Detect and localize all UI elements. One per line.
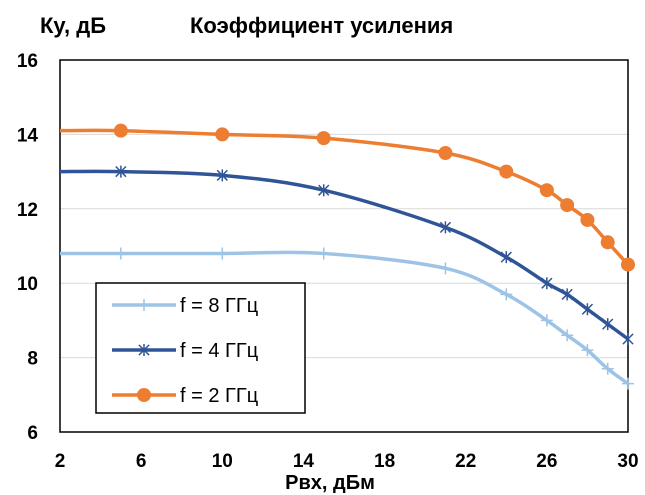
data-point: [215, 127, 230, 142]
data-point: [500, 251, 512, 264]
data-point: [216, 247, 229, 260]
plot-area-frame: [59, 59, 629, 433]
x-axis-ticks: 2 6 10 14 18 22 26 30: [55, 451, 639, 472]
y-axis-ticks: 6 8 10 12 14 16: [17, 51, 39, 444]
x-tick-label: 10: [212, 451, 233, 472]
x-tick-label: 22: [455, 451, 476, 472]
y-tick-label: 16: [17, 51, 38, 72]
y-tick-label: 10: [17, 274, 38, 295]
x-tick-label: 26: [536, 451, 557, 472]
x-tick-label: 18: [374, 451, 395, 472]
data-point: [622, 377, 634, 390]
y-tick-label: 14: [17, 125, 39, 146]
legend-label: f = 8 ГГц: [180, 295, 258, 317]
data-point: [580, 212, 595, 227]
data-point: [602, 318, 614, 331]
legend-marker: [137, 388, 151, 402]
data-point: [581, 344, 594, 357]
x-tick-label: 14: [293, 451, 315, 472]
series-2ghz: [59, 123, 635, 272]
data-point: [560, 198, 575, 213]
data-point: [115, 165, 127, 178]
data-point: [114, 247, 127, 260]
series-line: [59, 128, 630, 266]
data-point: [541, 277, 553, 290]
legend: f = 8 ГГц f = 4 ГГц f = 2 ГГц: [95, 282, 306, 414]
data-point: [561, 288, 573, 301]
legend-label: f = 4 ГГц: [180, 340, 258, 362]
data-point: [113, 123, 128, 138]
x-tick-label: 30: [617, 451, 638, 472]
data-point: [561, 329, 574, 342]
data-point: [316, 131, 331, 146]
data-point: [216, 169, 228, 182]
data-point: [438, 146, 453, 160]
data-point: [622, 333, 634, 345]
data-point: [540, 314, 553, 327]
data-point: [318, 184, 330, 197]
legend-label: f = 2 ГГц: [180, 385, 258, 407]
y-tick-label: 6: [27, 423, 38, 444]
data-point: [439, 221, 452, 234]
x-tick-label: 2: [55, 451, 66, 472]
data-point: [600, 235, 615, 250]
legend-marker: [138, 344, 150, 356]
data-point: [439, 262, 452, 275]
series-line: [60, 250, 630, 386]
data-point: [581, 303, 594, 316]
y-tick-label: 8: [27, 349, 38, 370]
data-point: [539, 183, 554, 198]
x-tick-label: 6: [136, 451, 147, 472]
data-series: [59, 123, 635, 390]
series-4ghz: [59, 165, 634, 345]
x-axis-title: Рвх, дБм: [285, 472, 375, 494]
legend-marker: [138, 299, 150, 311]
data-point: [499, 164, 514, 179]
chart-title: Коэффициент усиления: [190, 13, 453, 38]
data-point: [621, 257, 635, 272]
data-point: [317, 247, 330, 260]
series-8ghz: [60, 247, 634, 390]
y-tick-label: 12: [17, 200, 38, 221]
data-point: [500, 288, 513, 301]
data-point: [601, 362, 614, 375]
y-axis-title: Ку, дБ: [40, 13, 106, 38]
